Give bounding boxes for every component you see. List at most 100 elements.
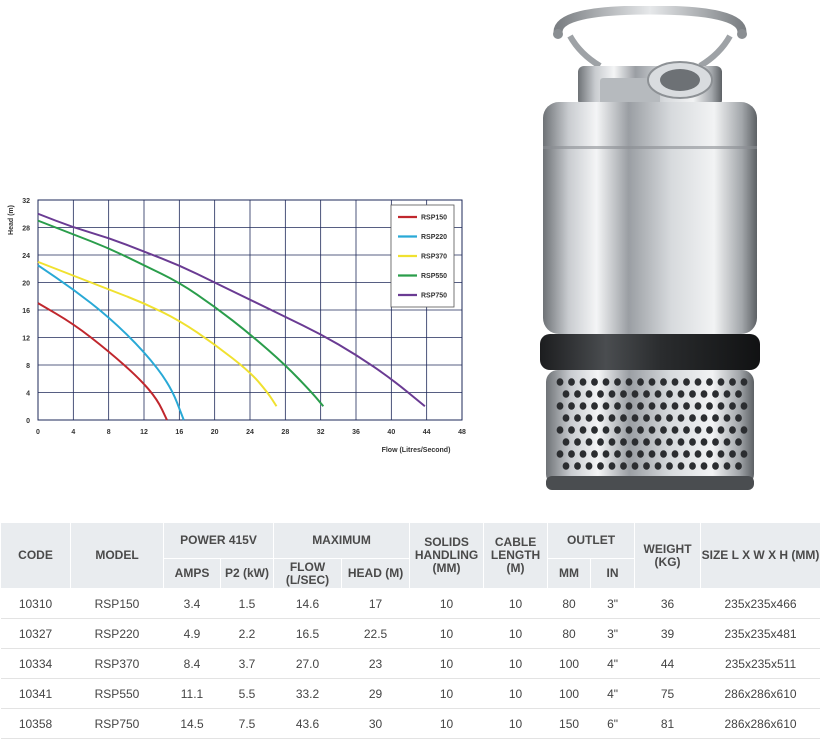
y-tick-label: 16	[22, 308, 30, 315]
strainer-hole	[603, 378, 610, 386]
strainer-hole	[695, 450, 702, 458]
cell-amps: 3.4	[164, 589, 221, 619]
strainer-hole	[620, 462, 627, 470]
strainer-hole	[655, 414, 662, 422]
header-solids: SOLIDS HANDLING (MM)	[410, 523, 484, 589]
strainer-hole	[580, 426, 587, 434]
table-header: CODE MODEL POWER 415V MAXIMUM SOLIDS HAN…	[1, 523, 820, 589]
cell-cable: 10	[484, 589, 548, 619]
x-tick-label: 8	[107, 429, 111, 436]
strainer-hole	[724, 462, 731, 470]
cell-outlet-mm: 100	[548, 679, 591, 709]
strainer-hole	[695, 402, 702, 410]
cell-weight: 36	[635, 589, 701, 619]
cell-weight: 44	[635, 649, 701, 679]
strainer-hole	[695, 426, 702, 434]
x-tick-label: 28	[281, 429, 289, 436]
strainer-hole	[729, 450, 736, 458]
strainer-hole	[701, 438, 708, 446]
strainer-hole	[632, 438, 639, 446]
cell-solids: 10	[410, 589, 484, 619]
header-model: MODEL	[71, 523, 164, 589]
cell-outlet-in: 6"	[591, 709, 635, 739]
cell-flow: 27.0	[274, 649, 342, 679]
strainer-hole	[718, 426, 725, 434]
series-line-rsp370	[38, 262, 277, 406]
strainer-hole	[655, 462, 662, 470]
cell-code: 10310	[1, 589, 71, 619]
header-code: CODE	[1, 523, 71, 589]
y-tick-label: 28	[22, 226, 30, 233]
strainer-hole	[712, 390, 719, 398]
strainer-hole	[574, 438, 581, 446]
strainer-hole	[574, 390, 581, 398]
strainer-hole	[597, 414, 604, 422]
cell-size: 286x286x610	[701, 709, 820, 739]
strainer-hole	[557, 402, 564, 410]
cell-outlet-mm: 150	[548, 709, 591, 739]
strainer-hole	[672, 450, 679, 458]
strainer-hole	[591, 426, 598, 434]
cell-flow: 43.6	[274, 709, 342, 739]
strainer-hole	[712, 462, 719, 470]
table-row: 10327 RSP220 4.9 2.2 16.5 22.5 10 10 80 …	[1, 619, 820, 649]
y-tick-label: 24	[22, 253, 30, 260]
cell-flow: 33.2	[274, 679, 342, 709]
cell-cable: 10	[484, 619, 548, 649]
strainer-hole	[620, 414, 627, 422]
strainer-hole	[574, 462, 581, 470]
cell-outlet-mm: 80	[548, 619, 591, 649]
strainer-hole	[718, 378, 725, 386]
strainer-hole	[660, 426, 667, 434]
cell-amps: 11.1	[164, 679, 221, 709]
strainer-hole	[712, 414, 719, 422]
legend-label-rsp220: RSP220	[421, 234, 447, 241]
x-tick-label: 36	[352, 429, 360, 436]
legend-label-rsp370: RSP370	[421, 254, 447, 261]
strainer-hole	[637, 378, 644, 386]
cell-weight: 81	[635, 709, 701, 739]
cell-p2: 3.7	[221, 649, 274, 679]
strainer-hole	[683, 426, 690, 434]
header-flow: FLOW (L/SEC)	[274, 559, 342, 589]
cell-cable: 10	[484, 679, 548, 709]
strainer-hole	[649, 378, 656, 386]
header-weight: WEIGHT (KG)	[635, 523, 701, 589]
cell-solids: 10	[410, 679, 484, 709]
strainer-hole	[655, 390, 662, 398]
header-power: POWER 415V	[164, 523, 274, 559]
cell-size: 235x235x466	[701, 589, 820, 619]
x-tick-label: 16	[175, 429, 183, 436]
strainer-hole	[580, 450, 587, 458]
strainer-hole	[701, 414, 708, 422]
series-line-rsp150	[38, 303, 167, 420]
cell-model: RSP220	[71, 619, 164, 649]
strainer-hole	[706, 402, 713, 410]
strainer-hole	[735, 390, 742, 398]
strainer-hole	[678, 438, 685, 446]
strainer-hole	[683, 402, 690, 410]
strainer-hole	[597, 462, 604, 470]
chart-series	[38, 214, 425, 420]
strainer-hole	[580, 378, 587, 386]
strainer-hole	[643, 462, 650, 470]
y-axis-label: Head (m)	[8, 205, 15, 235]
strainer-hole	[626, 378, 633, 386]
x-tick-label: 32	[317, 429, 325, 436]
strainer-hole	[735, 462, 742, 470]
strainer-hole	[563, 438, 570, 446]
x-tick-label: 48	[458, 429, 466, 436]
y-tick-label: 20	[22, 281, 30, 288]
strainer-hole	[689, 414, 696, 422]
strainer-hole	[649, 426, 656, 434]
x-axis-label: Flow (Litres/Second)	[382, 447, 451, 454]
strainer-hole	[620, 438, 627, 446]
strainer-hole	[632, 390, 639, 398]
strainer-hole	[609, 462, 616, 470]
strainer-hole	[580, 402, 587, 410]
strainer-hole	[591, 402, 598, 410]
strainer-hole	[689, 462, 696, 470]
cell-model: RSP150	[71, 589, 164, 619]
